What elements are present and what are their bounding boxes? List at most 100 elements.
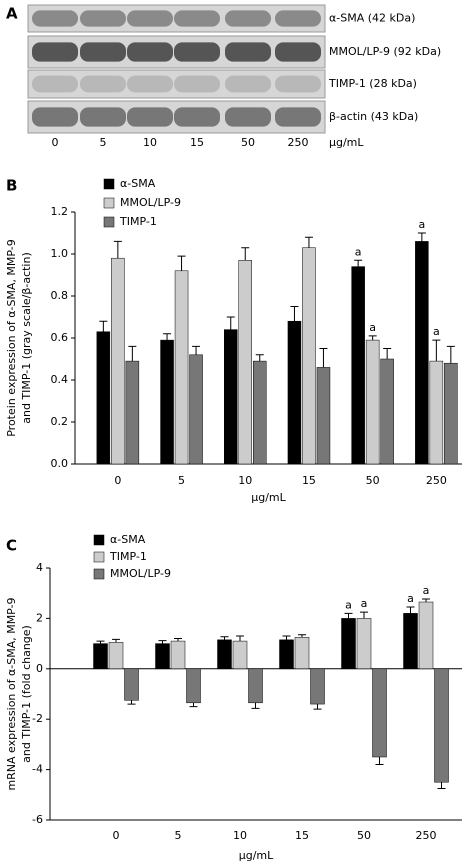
blot-band [275, 107, 321, 127]
lane-label: 10 [143, 136, 157, 149]
y-tick-label: 1.2 [51, 205, 69, 218]
error-bar [241, 247, 250, 261]
y-tick-label: 0.0 [51, 457, 69, 470]
error-bar [189, 702, 198, 708]
bar [96, 331, 111, 465]
y-tick-label: 4 [36, 561, 43, 574]
bar [253, 360, 267, 465]
y-tick-label: 2 [36, 611, 43, 624]
blot-band [32, 10, 78, 27]
error-bar [298, 634, 306, 638]
bar [356, 618, 372, 670]
y-axis-label: Protein expression of α-SMA, MMP-9 [5, 239, 18, 437]
y-tick-label: 1.0 [51, 247, 69, 260]
bar [302, 247, 316, 465]
y-tick-label: 0.2 [51, 415, 69, 428]
error-bar [113, 240, 122, 259]
band-label: TIMP-1 (28 kDa) [328, 77, 417, 90]
y-tick-label: 0.8 [51, 289, 69, 302]
bar [444, 362, 458, 465]
legend-swatch [103, 197, 115, 209]
x-tick-label: 250 [416, 829, 437, 842]
bar [174, 270, 189, 465]
bar [372, 668, 387, 758]
blot-band [32, 42, 78, 62]
panel-letter: C [6, 537, 17, 555]
x-axis-label: μg/mL [251, 491, 286, 504]
significance-label: a [345, 598, 352, 611]
x-tick-label: 0 [113, 829, 120, 842]
error-bar [282, 635, 291, 640]
bar [155, 643, 170, 670]
error-bar [354, 259, 363, 267]
bar [418, 601, 434, 670]
error-bar [255, 354, 264, 362]
error-bar [158, 640, 167, 644]
x-tick-label: 5 [175, 829, 182, 842]
error-bar [344, 612, 353, 619]
y-tick-label: -4 [32, 763, 43, 776]
error-bar [422, 598, 430, 603]
error-bar [319, 348, 328, 368]
lane-label: 0 [52, 136, 59, 149]
bar [186, 668, 201, 704]
bar [224, 329, 238, 465]
blot-band [80, 75, 126, 93]
error-bar [432, 339, 441, 362]
bar [434, 668, 449, 783]
bar [287, 320, 302, 465]
y-tick-label: 0 [36, 662, 43, 675]
band-label: MMOL/LP-9 (92 kDa) [329, 45, 441, 58]
blot-band [80, 107, 126, 127]
y-axis-label: and TIMP-1 (fold change) [20, 625, 33, 763]
error-bar [290, 306, 299, 322]
bar [93, 643, 108, 670]
blot-band [275, 42, 321, 62]
bar [316, 367, 331, 465]
bar [248, 668, 263, 704]
y-tick-label: -6 [32, 813, 43, 826]
legend-label: MMOL/LP-9 [120, 196, 181, 209]
bar [294, 637, 310, 670]
lane-label: 5 [100, 136, 107, 149]
error-bar [163, 333, 172, 341]
bar [108, 642, 124, 670]
bar [125, 360, 140, 465]
error-bar [177, 255, 186, 271]
panel-letter: A [6, 5, 18, 23]
blot-band [80, 10, 126, 27]
blot-band [225, 75, 271, 93]
significance-label: a [361, 597, 368, 610]
lane-label: 50 [241, 136, 255, 149]
bar [351, 266, 365, 465]
x-tick-label: 10 [233, 829, 247, 842]
error-bar [220, 636, 229, 640]
significance-label: a [433, 325, 440, 338]
blot-band [127, 107, 173, 127]
error-bar [313, 704, 322, 710]
bar [415, 241, 429, 465]
x-tick-label: 0 [114, 474, 121, 487]
bar [365, 339, 380, 465]
bar [189, 354, 203, 465]
legend-swatch [103, 178, 115, 190]
bar [341, 618, 356, 670]
blot-band [225, 10, 271, 27]
bar [170, 640, 186, 670]
legend-label: α-SMA [120, 177, 156, 190]
y-tick-label: -2 [32, 712, 43, 725]
error-bar [226, 316, 235, 330]
error-bar [96, 640, 105, 644]
blot-band [80, 42, 126, 62]
error-bar [437, 782, 446, 789]
significance-label: a [369, 321, 376, 334]
bar [111, 257, 125, 465]
error-bar [99, 320, 108, 332]
x-axis-label: μg/mL [239, 849, 274, 862]
error-bar [251, 702, 260, 709]
error-bar [368, 335, 377, 341]
x-tick-label: 50 [366, 474, 380, 487]
blot-band [127, 42, 173, 62]
bar [429, 360, 444, 465]
y-axis-label: and TIMP-1 (gray scale/β-actin) [20, 252, 33, 424]
